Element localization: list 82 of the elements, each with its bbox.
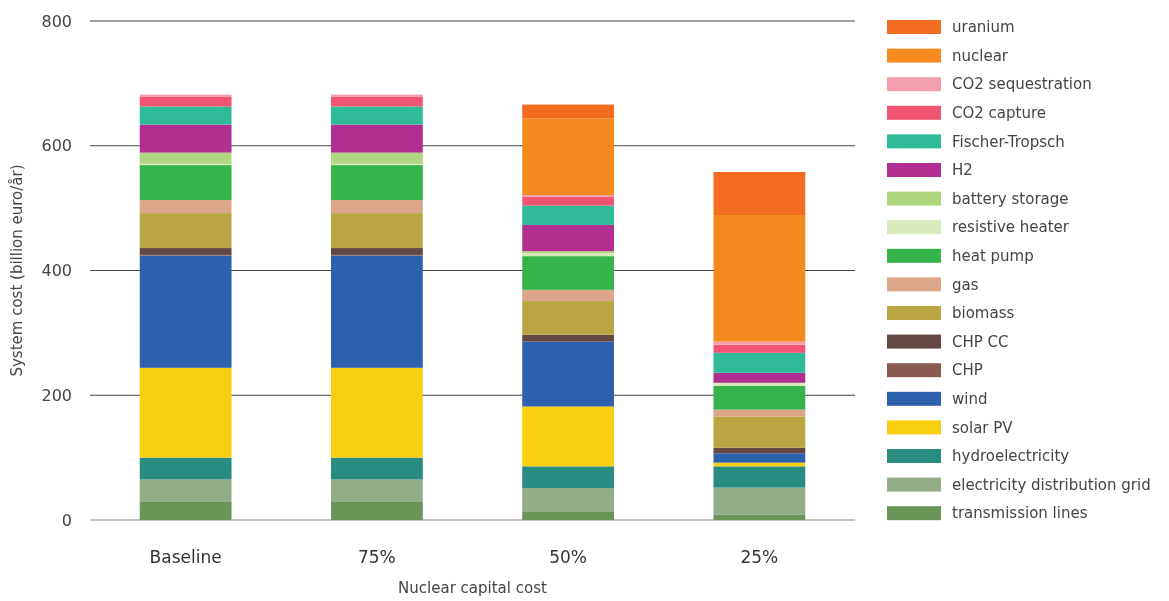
y-tick-label: 400 [41, 261, 72, 281]
y-tick-label: 600 [41, 136, 72, 156]
legend-label: wind [952, 390, 988, 409]
bar [522, 406, 615, 467]
legend-label: electricity distribution grid [952, 475, 1151, 494]
bar [713, 416, 806, 448]
y-axis-title: System cost (billion euro/år) [8, 164, 26, 377]
bar [139, 367, 232, 458]
bar [713, 514, 806, 520]
bar [330, 457, 423, 480]
legend-label: CO2 capture [952, 104, 1047, 123]
legend-label: CHP CC [952, 332, 1009, 351]
legend-label: transmission lines [952, 504, 1088, 523]
legend-label: CO2 sequestration [952, 75, 1092, 94]
legend-label: CHP [952, 361, 983, 380]
bar [713, 382, 806, 386]
legend-label: hydroelectricity [952, 447, 1070, 466]
bar [522, 466, 615, 489]
bar [522, 289, 615, 302]
y-tick-label: 0 [61, 510, 72, 530]
bar [330, 96, 423, 107]
legend-label: H2 [952, 161, 973, 180]
bar [522, 205, 615, 225]
bar [139, 213, 232, 249]
x-axis-title: Nuclear capital cost [398, 579, 547, 597]
bar [139, 106, 232, 125]
bar [330, 106, 423, 125]
bar [139, 457, 232, 480]
bar [139, 165, 232, 201]
bar [522, 334, 615, 342]
bar [139, 96, 232, 107]
bar [330, 367, 423, 458]
bar [330, 200, 423, 214]
bar [713, 487, 806, 515]
bar [713, 214, 806, 342]
bar [713, 385, 806, 410]
x-tick-label: 75% [357, 547, 396, 567]
legend-label: nuclear [952, 46, 1009, 65]
bar [713, 466, 806, 488]
x-tick-label: 50% [549, 547, 588, 567]
legend-label: biomass [952, 304, 1015, 323]
bar [139, 255, 232, 368]
bar [522, 196, 615, 206]
bar [522, 341, 615, 407]
bar [713, 171, 806, 215]
bar [330, 479, 423, 502]
bar [330, 213, 423, 249]
bar [713, 453, 806, 463]
bar [139, 248, 232, 255]
bar [139, 479, 232, 502]
bar [139, 501, 232, 520]
x-tick-label: 25% [740, 547, 779, 567]
legend-label: heat pump [952, 247, 1034, 266]
bar [330, 501, 423, 520]
legend-label: battery storage [952, 189, 1069, 208]
legend-label: Fischer-Tropsch [952, 132, 1065, 151]
bar [522, 118, 615, 196]
bar [522, 301, 615, 335]
bar [522, 104, 615, 119]
bar [522, 511, 615, 520]
bar [713, 352, 806, 373]
bar [139, 124, 232, 153]
legend-label: resistive heater [952, 218, 1070, 237]
legend-label: gas [952, 275, 979, 294]
bar [330, 255, 423, 368]
legend-label: solar PV [952, 418, 1014, 437]
bar [330, 152, 423, 164]
bar [522, 224, 615, 252]
bar [713, 372, 806, 383]
y-tick-label: 200 [41, 385, 72, 405]
bar [522, 488, 615, 512]
bar [330, 124, 423, 153]
bar [713, 341, 806, 345]
bar [139, 200, 232, 214]
bar [522, 256, 615, 290]
y-tick-label: 800 [41, 11, 72, 31]
bar [713, 344, 806, 353]
bar [330, 248, 423, 255]
legend-label: uranium [952, 18, 1015, 37]
x-tick-label: Baseline [149, 547, 222, 567]
bar [139, 152, 232, 164]
bar [330, 165, 423, 201]
